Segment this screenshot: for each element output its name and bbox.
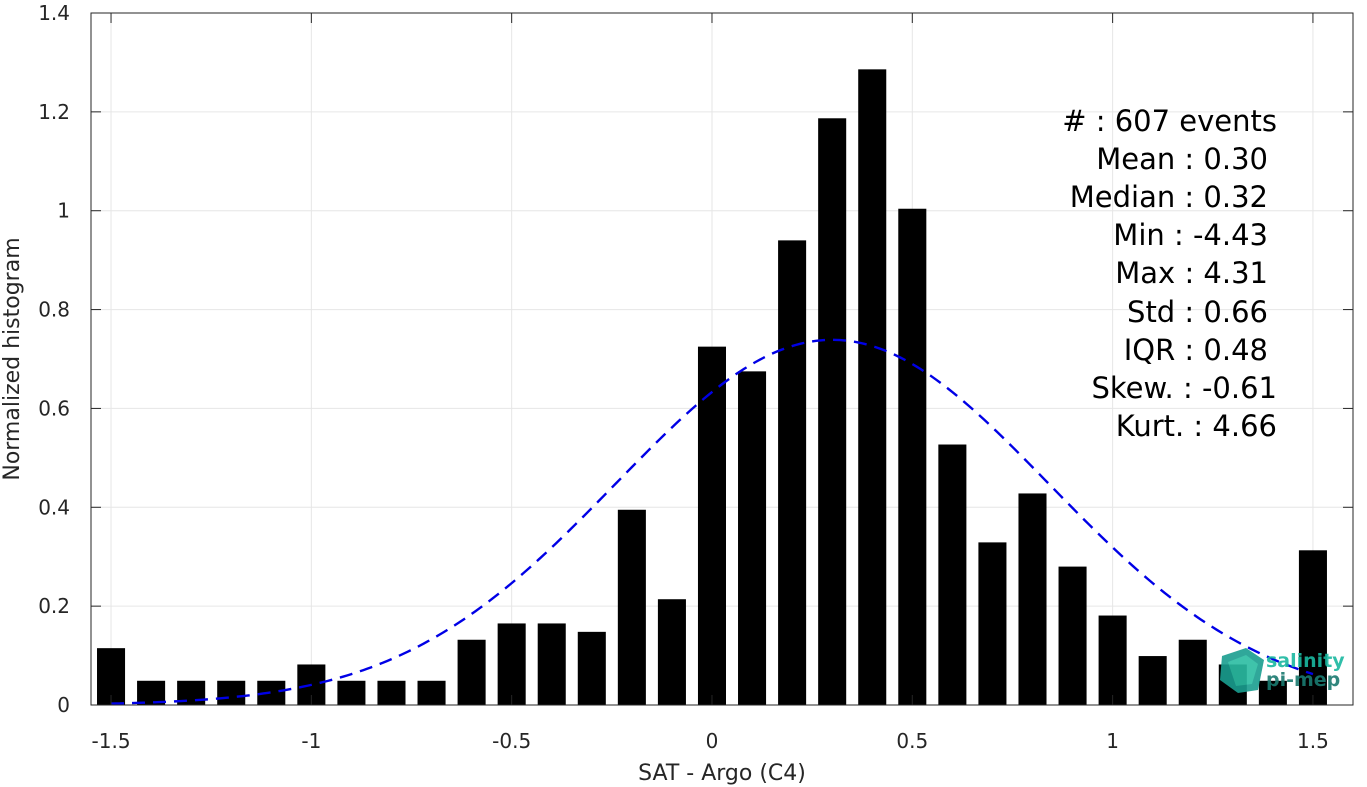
y-tick-label: 0.2	[38, 594, 70, 618]
histogram-bar	[577, 631, 606, 705]
histogram-bar	[657, 599, 686, 705]
stat-median: Median : 0.32	[1070, 180, 1268, 214]
histogram-bar	[417, 680, 446, 705]
x-tick-label: 1	[1106, 729, 1119, 753]
histogram-bar	[738, 371, 767, 705]
stat-std: Std : 0.66	[1127, 295, 1268, 329]
histogram-bar	[217, 680, 246, 705]
logo-mark-highlight-icon	[1228, 655, 1258, 686]
histogram-bar	[1058, 566, 1087, 705]
logo-text-pimep: pi-mep	[1266, 669, 1340, 691]
logo-text-salinity: salinity	[1266, 650, 1345, 672]
statistics-box: # : 607 events Mean : 0.30 Median : 0.32…	[1062, 104, 1277, 443]
histogram-bar	[1098, 615, 1127, 705]
x-tick-label: 1.5	[1297, 729, 1329, 753]
normal-fit-curve	[111, 338, 1314, 705]
stat-iqr: IQR : 0.48	[1124, 333, 1268, 367]
y-tick-label: 1.4	[38, 1, 70, 25]
y-tick-label: 0	[57, 693, 70, 717]
stat-skewness: Skew. : -0.61	[1091, 371, 1277, 405]
axes-box	[90, 12, 1354, 706]
x-axis-label: SAT - Argo (C4)	[638, 761, 806, 786]
x-tick-label: 0.5	[896, 729, 928, 753]
histogram-bar	[1138, 656, 1167, 705]
stat-count: # : 607 events	[1062, 104, 1277, 138]
histogram-bar	[1258, 680, 1287, 705]
histogram-bar	[337, 680, 366, 705]
histogram-bar	[377, 680, 406, 705]
stat-kurtosis: Kurt. : 4.66	[1116, 409, 1277, 443]
histogram-bar	[457, 639, 486, 705]
histogram-bar	[1298, 550, 1327, 705]
histogram-bar	[1178, 639, 1207, 705]
y-tick-label: 1	[57, 199, 70, 223]
y-tick-label: 0.8	[38, 298, 70, 322]
stat-mean: Mean : 0.30	[1096, 142, 1268, 176]
y-tick-label: 0.4	[38, 495, 70, 519]
histogram-bar	[898, 208, 927, 706]
y-tick-labels: 0 0.2 0.4 0.6 0.8 1 1.2 1.4	[38, 1, 70, 717]
x-tick-label: -1.5	[92, 729, 131, 753]
stat-max: Max : 4.31	[1115, 256, 1268, 290]
histogram-bar	[537, 623, 566, 705]
histogram-bar	[778, 240, 807, 705]
histogram-bar	[497, 623, 526, 705]
x-tick-label: 0	[706, 729, 719, 753]
y-axis-label: Normalized histogram	[0, 237, 25, 480]
x-tick-label: -0.5	[492, 729, 531, 753]
histogram-bar	[938, 444, 967, 705]
y-tick-label: 1.2	[38, 100, 70, 124]
histogram-bar	[617, 509, 646, 705]
tick-marks	[91, 12, 1353, 706]
histogram-bar	[858, 69, 887, 705]
x-tick-labels: -1.5 -1 -0.5 0 0.5 1 1.5	[92, 729, 1329, 753]
histogram-bar	[1018, 493, 1047, 705]
y-tick-label: 0.6	[38, 396, 70, 420]
stat-min: Min : -4.43	[1113, 218, 1268, 252]
histogram-bar	[818, 118, 847, 706]
x-tick-label: -1	[301, 729, 321, 753]
histogram-bar	[697, 346, 727, 705]
salinity-pimep-logo: salinity pi-mep	[1220, 648, 1345, 693]
histogram-bar	[978, 542, 1007, 705]
